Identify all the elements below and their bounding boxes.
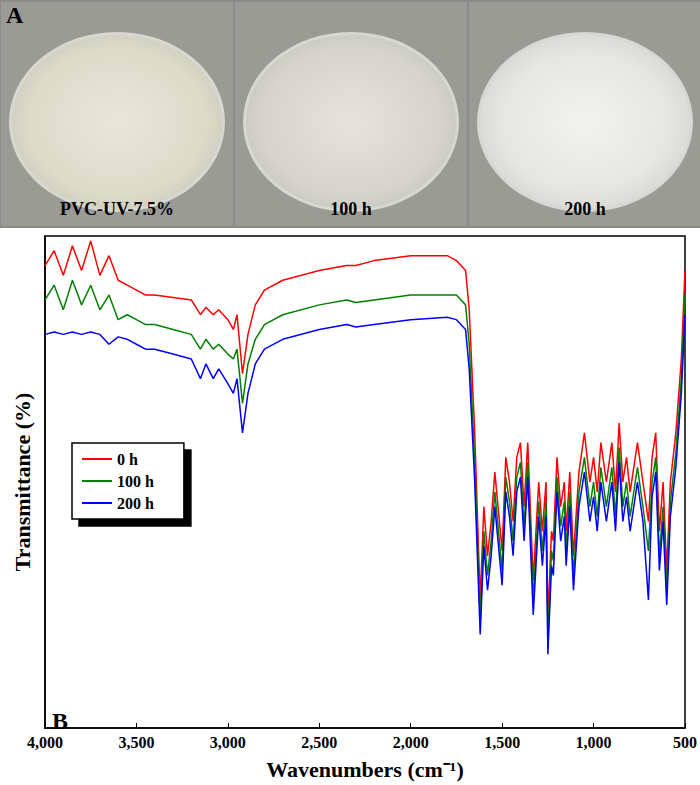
svg-text:B: B <box>52 708 68 734</box>
svg-text:2,500: 2,500 <box>301 734 337 751</box>
svg-text:1,000: 1,000 <box>576 734 612 751</box>
svg-text:3,000: 3,000 <box>210 734 246 751</box>
html-text:PVC-UV-7.5%: PVC-UV-7.5% <box>59 199 175 219</box>
svg-text:0 h: 0 h <box>117 451 138 468</box>
svg-text:3,500: 3,500 <box>118 734 154 751</box>
svg-text:Wavenumbers (cm⁻¹): Wavenumbers (cm⁻¹) <box>266 757 464 782</box>
svg-text:Transmittance (%): Transmittance (%) <box>10 393 35 572</box>
svg-text:200 h: 200 h <box>117 495 154 512</box>
svg-text:4,000: 4,000 <box>27 734 63 751</box>
html-text:200 h: 200 h <box>564 199 606 219</box>
html-text:A: A <box>6 2 24 28</box>
html-text:100 h: 100 h <box>330 199 372 219</box>
svg-text:100 h: 100 h <box>117 473 154 490</box>
svg-text:1,500: 1,500 <box>484 734 520 751</box>
svg-text:500: 500 <box>673 734 697 751</box>
svg-text:2,000: 2,000 <box>393 734 429 751</box>
